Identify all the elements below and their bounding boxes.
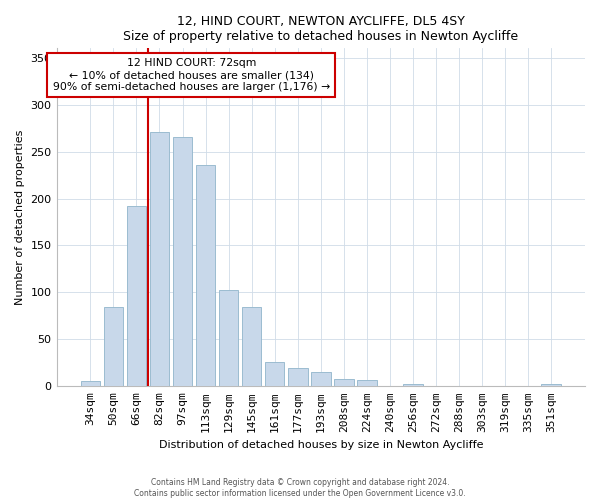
Bar xyxy=(127,206,146,386)
Bar xyxy=(196,164,215,386)
Bar xyxy=(149,132,169,386)
X-axis label: Distribution of detached houses by size in Newton Aycliffe: Distribution of detached houses by size … xyxy=(158,440,483,450)
Bar xyxy=(104,308,123,386)
Bar xyxy=(311,372,331,386)
Bar xyxy=(173,136,193,386)
Bar xyxy=(357,380,377,386)
Bar xyxy=(541,384,561,386)
Bar xyxy=(288,368,308,386)
Y-axis label: Number of detached properties: Number of detached properties xyxy=(15,130,25,305)
Text: Contains HM Land Registry data © Crown copyright and database right 2024.
Contai: Contains HM Land Registry data © Crown c… xyxy=(134,478,466,498)
Bar xyxy=(403,384,423,386)
Bar xyxy=(334,379,353,386)
Bar xyxy=(219,290,238,386)
Title: 12, HIND COURT, NEWTON AYCLIFFE, DL5 4SY
Size of property relative to detached h: 12, HIND COURT, NEWTON AYCLIFFE, DL5 4SY… xyxy=(123,15,518,43)
Bar xyxy=(265,362,284,386)
Bar xyxy=(242,306,262,386)
Text: 12 HIND COURT: 72sqm
← 10% of detached houses are smaller (134)
90% of semi-deta: 12 HIND COURT: 72sqm ← 10% of detached h… xyxy=(53,58,330,92)
Bar xyxy=(80,380,100,386)
